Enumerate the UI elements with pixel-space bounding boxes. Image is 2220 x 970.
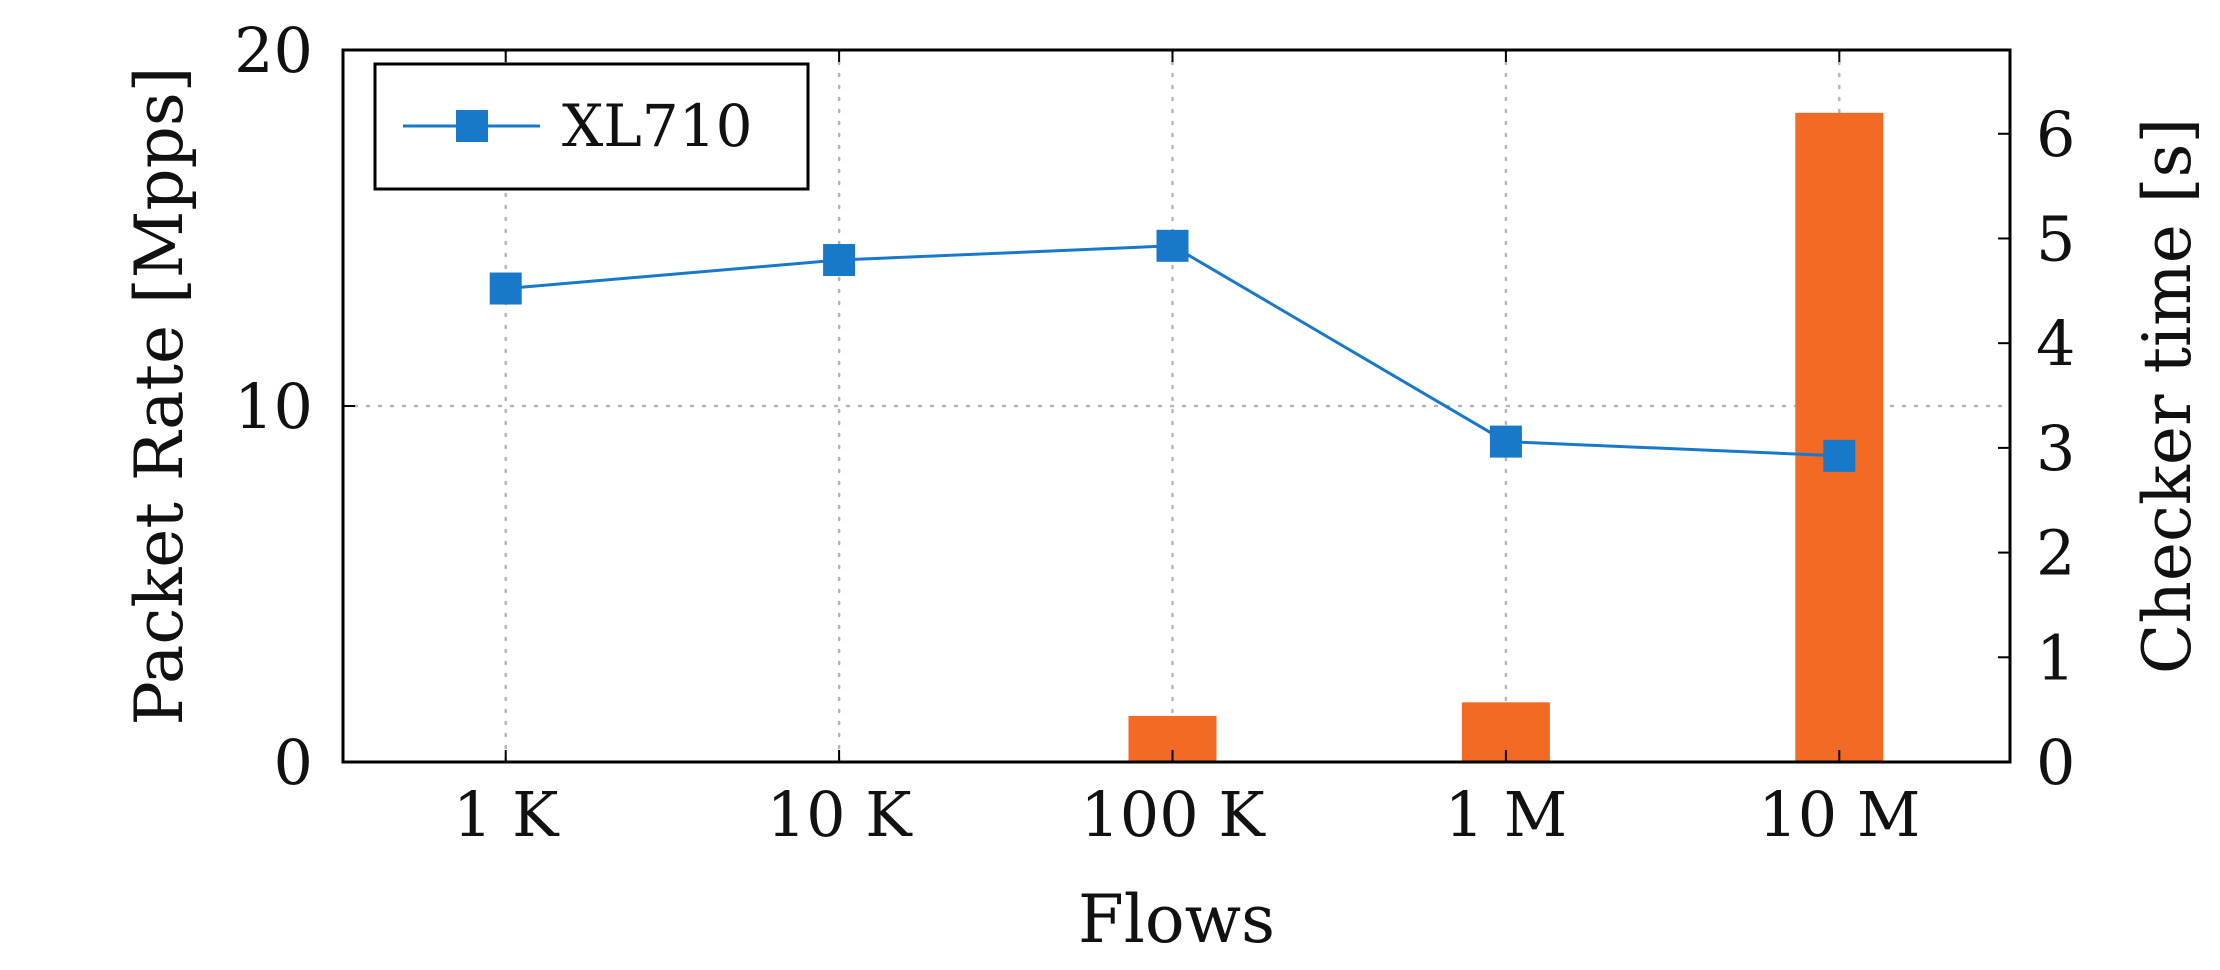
x-tick-label: 10 K bbox=[767, 778, 914, 851]
y2-tick-label: 0 bbox=[2036, 726, 2075, 799]
x-tick-label: 1 K bbox=[453, 778, 560, 851]
xl710-point bbox=[823, 244, 856, 277]
x-tick-label: 100 K bbox=[1080, 778, 1266, 851]
y2-axis-title: Checker time [s] bbox=[2129, 118, 2206, 674]
xl710-point bbox=[1823, 439, 1856, 472]
xl710-point bbox=[1489, 425, 1522, 458]
y2-tick-label: 1 bbox=[2036, 621, 2075, 694]
legend: XL710 bbox=[373, 62, 810, 191]
y2-tick-label: 2 bbox=[2036, 517, 2075, 590]
y2-tick-label: 3 bbox=[2036, 412, 2075, 485]
y-tick-label: 10 bbox=[234, 370, 313, 443]
x-axis-title: Flows bbox=[1078, 881, 1275, 958]
ticks: 1 K 10 K 100 K 1 M 10 M 0 10 20 0 1 2 3 4 5 6 bbox=[234, 14, 2075, 851]
y2-tick-label: 5 bbox=[2036, 202, 2075, 275]
x-tick-label: 10 M bbox=[1758, 778, 1920, 851]
line-series bbox=[489, 229, 1856, 472]
checker-time-bar bbox=[1795, 112, 1884, 762]
y-axis-title: Packet Rate [Mpps] bbox=[121, 67, 198, 726]
y-tick-label: 20 bbox=[234, 14, 313, 87]
legend-label: XL710 bbox=[562, 92, 753, 160]
x-tick-label: 1 M bbox=[1445, 778, 1568, 851]
y-tick-label: 0 bbox=[274, 726, 313, 799]
y2-tick-label: 4 bbox=[2036, 307, 2075, 380]
xl710-point bbox=[1156, 229, 1189, 262]
grid bbox=[341, 48, 2012, 764]
y2-tick-label: 6 bbox=[2036, 98, 2075, 171]
xl710-point bbox=[489, 272, 522, 305]
legend-square-marker-icon bbox=[456, 110, 488, 142]
